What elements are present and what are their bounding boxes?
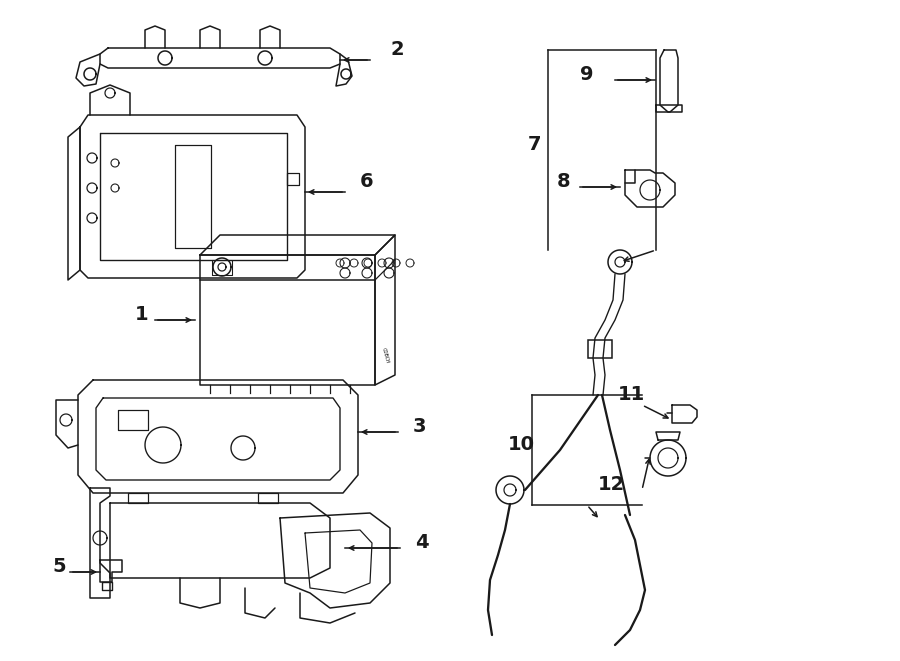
Text: 9: 9: [580, 65, 593, 84]
Text: COBCH: COBCH: [381, 346, 390, 364]
Bar: [588, 340, 612, 358]
Text: 7: 7: [528, 135, 542, 154]
Text: 5: 5: [52, 557, 66, 576]
Text: 8: 8: [557, 172, 571, 191]
Text: 6: 6: [360, 172, 373, 191]
Text: 1: 1: [135, 305, 148, 324]
Text: 12: 12: [598, 475, 626, 494]
Text: 11: 11: [618, 385, 645, 404]
Text: 4: 4: [415, 533, 428, 552]
Text: 2: 2: [390, 40, 403, 59]
Text: 3: 3: [413, 417, 427, 436]
Text: 10: 10: [508, 435, 535, 454]
